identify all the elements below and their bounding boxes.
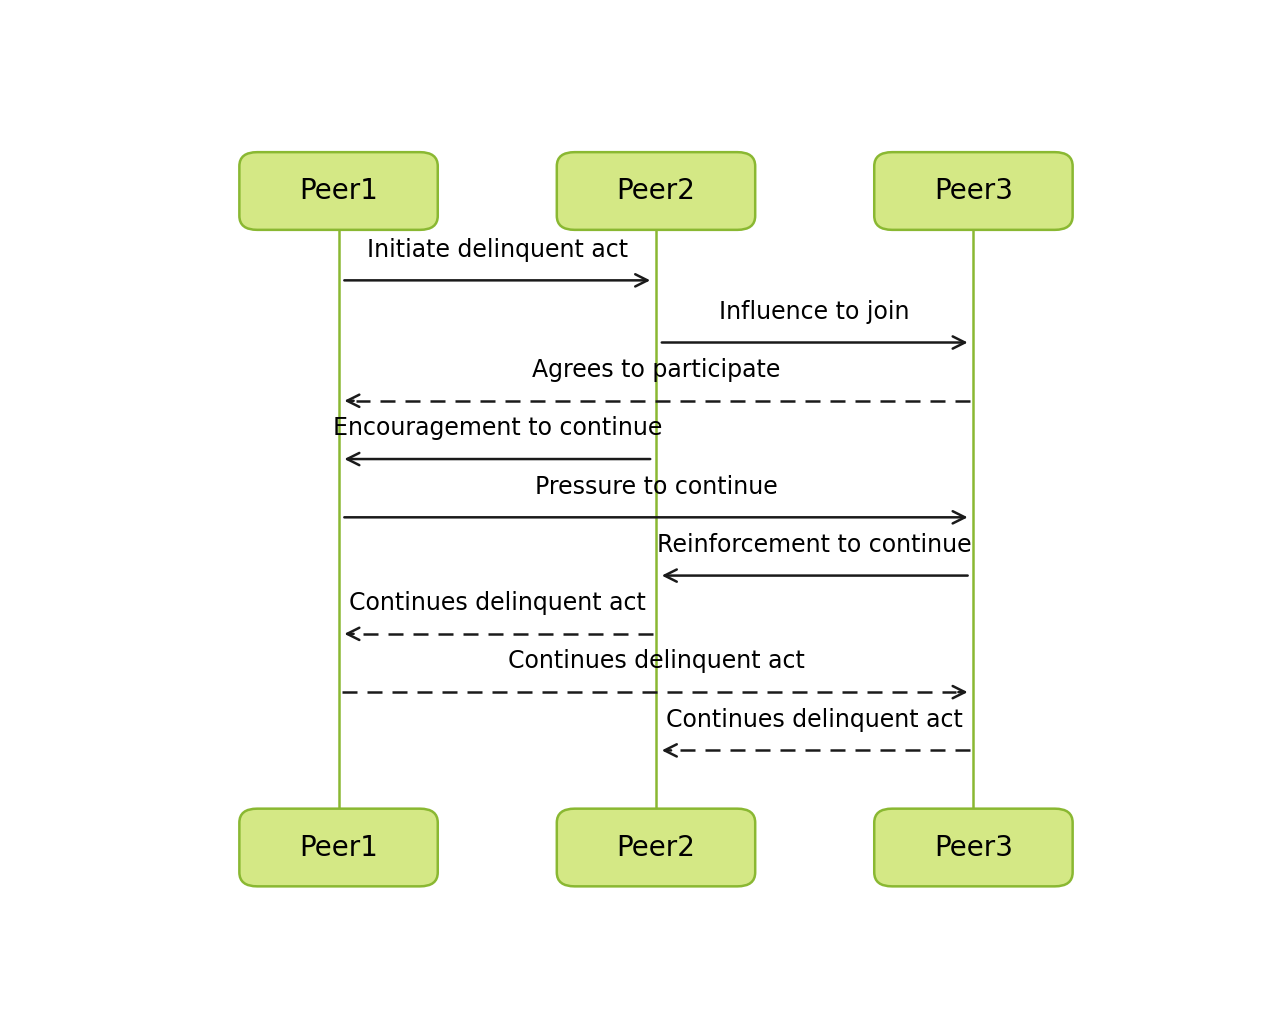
Text: Continues delinquent act: Continues delinquent act [349,591,645,615]
Text: Pressure to continue: Pressure to continue [535,474,777,498]
Text: Peer1: Peer1 [300,833,378,862]
FancyBboxPatch shape [239,808,438,886]
Text: Initiate delinquent act: Initiate delinquent act [366,238,628,261]
FancyBboxPatch shape [557,152,755,230]
FancyBboxPatch shape [557,808,755,886]
Text: Continues delinquent act: Continues delinquent act [508,650,804,673]
Text: Peer3: Peer3 [934,833,1012,862]
Text: Influence to join: Influence to join [719,300,910,324]
FancyBboxPatch shape [874,152,1073,230]
FancyBboxPatch shape [874,808,1073,886]
Text: Peer2: Peer2 [617,177,695,205]
Text: Peer2: Peer2 [617,833,695,862]
Text: Peer3: Peer3 [934,177,1012,205]
FancyBboxPatch shape [239,152,438,230]
Text: Peer1: Peer1 [300,177,378,205]
Text: Reinforcement to continue: Reinforcement to continue [658,533,972,557]
Text: Continues delinquent act: Continues delinquent act [667,707,963,732]
Text: Agrees to participate: Agrees to participate [531,358,781,382]
Text: Encouragement to continue: Encouragement to continue [333,417,662,440]
